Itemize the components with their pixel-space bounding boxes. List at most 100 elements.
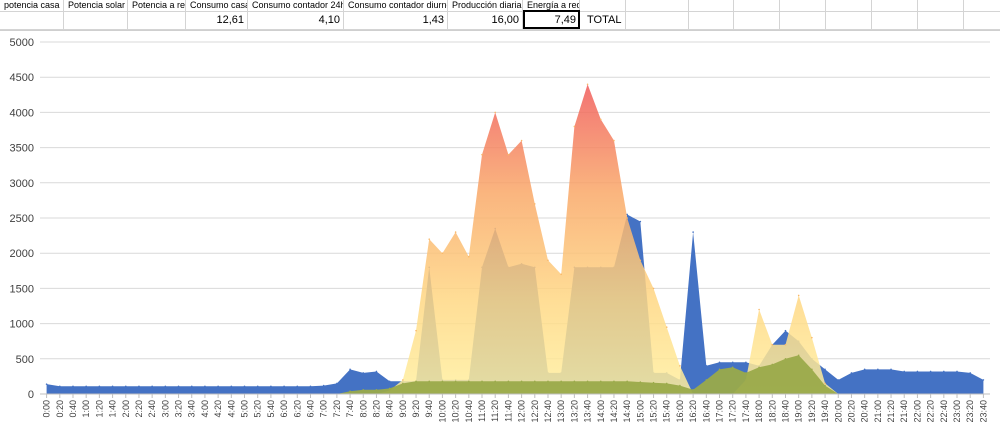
value-cell[interactable]: 4,10 (248, 12, 344, 29)
x-tick-label: 3:20 (174, 400, 184, 418)
x-tick-label: 2:00 (121, 400, 131, 418)
data-point (441, 380, 444, 383)
data-point (520, 139, 523, 142)
data-point (415, 329, 417, 332)
data-point (692, 231, 694, 233)
value-cell[interactable]: 16,00 (448, 12, 523, 29)
y-tick-label: 500 (16, 354, 34, 366)
column-header[interactable]: Producción diaria (448, 0, 523, 11)
empty-cell[interactable] (780, 0, 826, 29)
column-header[interactable]: Potencia a red (128, 0, 186, 11)
value-cell[interactable]: 12,61 (186, 12, 248, 29)
data-point (745, 361, 747, 364)
x-tick-label: 1:20 (94, 400, 104, 418)
x-tick-label: 10:00 (437, 400, 447, 423)
selected-cell[interactable] (523, 10, 580, 29)
data-point (890, 368, 892, 371)
column-header[interactable]: Consumo contador 24h (248, 0, 344, 11)
column-header[interactable]: Energía a red (523, 0, 580, 11)
empty-cell[interactable] (964, 0, 1000, 29)
empty-cell[interactable] (580, 0, 626, 29)
data-point (837, 379, 840, 381)
data-point (507, 380, 510, 383)
x-tick-label: 18:20 (767, 400, 777, 423)
x-tick-label: 23:20 (965, 400, 975, 423)
data-point (692, 388, 694, 391)
x-tick-label: 14:40 (622, 400, 632, 423)
data-point (494, 111, 497, 114)
x-tick-label: 0:00 (42, 400, 52, 418)
data-point (560, 273, 562, 276)
data-point (230, 385, 233, 388)
data-point (85, 385, 87, 388)
data-point (850, 372, 853, 374)
data-point (402, 382, 404, 385)
data-point (481, 153, 483, 156)
x-tick-label: 2:40 (147, 400, 157, 418)
data-point (270, 385, 272, 388)
y-tick-label: 3000 (10, 178, 34, 190)
x-tick-label: 16:40 (701, 400, 711, 423)
data-point (916, 370, 919, 373)
data-point (388, 380, 391, 383)
data-point (256, 385, 259, 388)
value-cell[interactable] (128, 12, 186, 29)
data-point (626, 213, 628, 216)
x-tick-label: 6:00 (279, 400, 289, 418)
data-point (626, 217, 628, 219)
x-tick-label: 4:00 (200, 400, 210, 418)
data-point (586, 380, 589, 383)
data-point (731, 366, 734, 369)
column-header[interactable]: potencia casa (0, 0, 64, 11)
series-layer (45, 83, 985, 394)
x-tick-label: 3:40 (187, 400, 197, 418)
column-header[interactable]: Consumo casa (186, 0, 248, 11)
y-tick-label: 2500 (10, 213, 34, 225)
data-point (599, 118, 602, 121)
empty-cell[interactable] (734, 0, 780, 29)
empty-cell[interactable] (872, 0, 918, 29)
data-point (797, 294, 800, 297)
x-tick-label: 8:40 (385, 400, 395, 418)
x-tick-label: 9:40 (424, 400, 434, 418)
x-tick-label: 16:00 (675, 400, 685, 423)
x-tick-label: 19:40 (820, 400, 830, 423)
data-point (415, 380, 417, 383)
data-point (573, 125, 576, 128)
empty-cell[interactable] (643, 0, 689, 29)
data-point (956, 370, 958, 373)
data-point (652, 381, 655, 384)
column-header[interactable]: Consumo contador diurno (344, 0, 448, 11)
data-point (481, 380, 483, 383)
row-divider (0, 11, 1000, 12)
x-tick-label: 6:40 (305, 400, 315, 418)
data-point (388, 387, 391, 390)
column-header[interactable]: Potencia solar (64, 0, 128, 11)
x-tick-label: 18:40 (780, 400, 790, 423)
data-point (613, 139, 615, 142)
data-point (454, 231, 457, 233)
empty-cell[interactable] (688, 0, 734, 29)
value-cell[interactable] (64, 12, 128, 29)
data-point (877, 368, 879, 371)
x-tick-label: 20:40 (860, 400, 870, 423)
x-tick-label: 1:00 (81, 400, 91, 418)
y-tick-label: 1000 (10, 319, 34, 331)
chart-area: 0 500 1000 1500 2000 2500 3000 3500 4000 4500 5000… (0, 30, 1000, 434)
data-point (613, 380, 615, 383)
data-point (349, 390, 351, 392)
data-point (468, 380, 470, 383)
data-point (797, 354, 800, 357)
x-tick-label: 21:20 (886, 400, 896, 423)
value-cell[interactable]: 1,43 (344, 12, 448, 29)
data-point (679, 384, 681, 387)
data-point (494, 380, 497, 383)
empty-cell[interactable] (918, 0, 964, 29)
y-tick-label: 0 (28, 389, 34, 401)
data-point (705, 379, 708, 381)
data-point (441, 252, 444, 254)
area-chart: 0 500 1000 1500 2000 2500 3000 3500 4000 4500 5000… (10, 37, 990, 423)
value-cell[interactable] (0, 12, 64, 29)
empty-cell[interactable] (826, 0, 872, 29)
data-point (547, 380, 549, 383)
